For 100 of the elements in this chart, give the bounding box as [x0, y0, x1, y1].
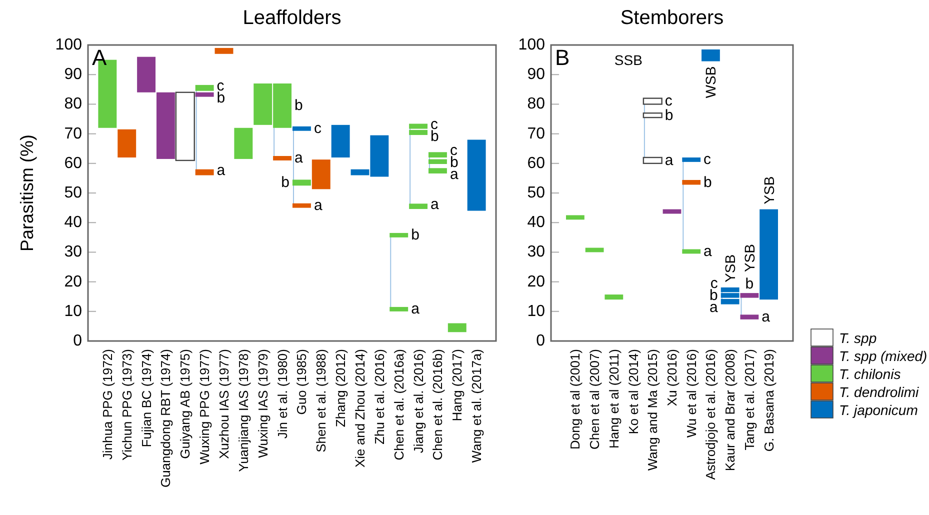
annotation: c: [704, 151, 712, 168]
bar: [760, 209, 778, 300]
bar: [604, 294, 624, 300]
x-tick-label: Astrodjojo et al. (2016): [703, 349, 718, 480]
x-tick-label: G. Basana (2019): [761, 349, 776, 452]
x-tick-label: Xuzhou IAS (1977): [216, 349, 232, 459]
bar: [234, 128, 253, 159]
bar: [195, 169, 214, 176]
annotation: b: [294, 97, 303, 114]
x-tick-label: Jin et al. (1980): [274, 349, 290, 439]
x-tick-label: Jiang et al. (2016): [410, 349, 426, 454]
bar: [195, 92, 214, 97]
x-tick-label: Jinhua PPG (1972): [100, 349, 115, 460]
legend-label: T. chilonis: [839, 366, 901, 382]
x-tick-label: Kaur and Brar (2008): [722, 349, 738, 472]
x-tick-label: Yichun PPG (1973): [119, 349, 134, 461]
annotation: YSB: [760, 176, 777, 204]
x-tick-label: Guo (1985): [294, 349, 310, 415]
bar: [390, 306, 408, 312]
y-tick-label: 30: [527, 244, 546, 261]
bar: [740, 314, 759, 320]
y-tick-label: 90: [527, 66, 546, 84]
x-tick-label: Chen et al (2007): [587, 349, 602, 450]
y-tick-label: 70: [64, 125, 82, 142]
y-axis-title: Parasitism (%): [17, 134, 37, 252]
legend-label: T. spp (mixed): [839, 348, 928, 364]
bar: [428, 152, 447, 158]
y-tick-label: 0: [73, 332, 82, 350]
annotation: YSB: [722, 254, 738, 282]
x-tick-label: Hang (2017): [450, 349, 465, 422]
y-tick-label: 40: [527, 214, 546, 232]
x-tick-label: Xie and Zhou (2014): [352, 349, 368, 468]
bar: [642, 112, 662, 118]
x-tick-label: Guiyang AB (1975): [178, 349, 193, 459]
bar: [448, 323, 466, 332]
annotation: a: [411, 300, 420, 318]
annotation: a: [314, 197, 323, 214]
x-tick-label: Xu (2016): [664, 349, 680, 406]
x-tick-label: Ko et al (2014): [626, 349, 641, 434]
bar: [585, 248, 604, 252]
bar: [467, 140, 486, 211]
annotation: b: [745, 276, 754, 293]
y-tick-label: 10: [64, 302, 82, 320]
annotation: A: [92, 45, 107, 70]
bar: [682, 180, 701, 185]
y-tick-label: 80: [527, 96, 546, 113]
bar: [175, 92, 195, 162]
y-tick-label: 20: [64, 273, 82, 290]
x-tick-label: Guangdong RBT (1974): [158, 349, 174, 488]
bar: [137, 56, 156, 92]
chart-title: Leaffolders: [242, 7, 342, 29]
annotation: SSB: [614, 52, 642, 68]
bar: [428, 168, 447, 174]
bar: [702, 49, 720, 62]
annotation: a: [664, 152, 674, 169]
bar: [273, 156, 292, 160]
annotation: a: [704, 242, 713, 260]
y-tick-label: 90: [64, 66, 82, 84]
annotation: a: [430, 196, 440, 213]
y-tick-label: 60: [527, 154, 546, 172]
y-tick-label: 70: [527, 125, 546, 142]
y-tick-label: 30: [64, 244, 82, 261]
bar: [292, 180, 311, 186]
y-tick-label: 10: [527, 302, 546, 320]
legend-label: T. spp: [839, 330, 877, 346]
annotation: a: [710, 299, 719, 316]
x-tick-label: Zhu et al. (2016): [372, 349, 387, 444]
annotation: YSB: [741, 244, 758, 272]
y-tick-label: 50: [527, 184, 546, 202]
bar: [740, 293, 759, 298]
x-tick-label: Hang et al (2011): [606, 349, 622, 448]
annotation: B: [555, 45, 570, 70]
annotation: c: [314, 120, 322, 138]
y-tick-label: 20: [527, 273, 546, 290]
annotation: b: [704, 174, 712, 191]
y-tick-label: 60: [64, 154, 82, 172]
bar: [214, 48, 234, 54]
x-tick-label: Tang et al. (2017): [742, 349, 757, 450]
annotation: a: [216, 162, 226, 179]
bar: [409, 204, 428, 209]
y-tick-label: 50: [64, 184, 82, 202]
y-tick-label: 100: [518, 36, 546, 54]
x-tick-label: Wuxing PPG (1977): [197, 349, 212, 464]
bar: [312, 160, 330, 190]
bar: [390, 232, 408, 238]
bar: [118, 129, 136, 158]
y-tick-label: 40: [64, 214, 82, 232]
legend-label: T. dendrolimi: [839, 384, 920, 400]
bar: [331, 124, 350, 158]
x-tick-label: Wuxing IAS (1979): [255, 349, 270, 458]
x-tick-label: Dong et al (2001): [568, 349, 583, 450]
bar: [566, 215, 584, 220]
x-tick-label: Fujian BC (1974): [138, 349, 154, 448]
legend-label: T. japonicum: [839, 402, 918, 418]
x-tick-label: Wu et al (2016): [684, 349, 699, 438]
annotation: a: [294, 150, 304, 167]
x-tick-label: Chen et al. (2016a): [391, 349, 406, 460]
x-tick-label: Chen et al. (2016b): [430, 349, 446, 460]
bar: [292, 203, 311, 208]
x-tick-label: Shen et al. (1988): [314, 349, 329, 452]
